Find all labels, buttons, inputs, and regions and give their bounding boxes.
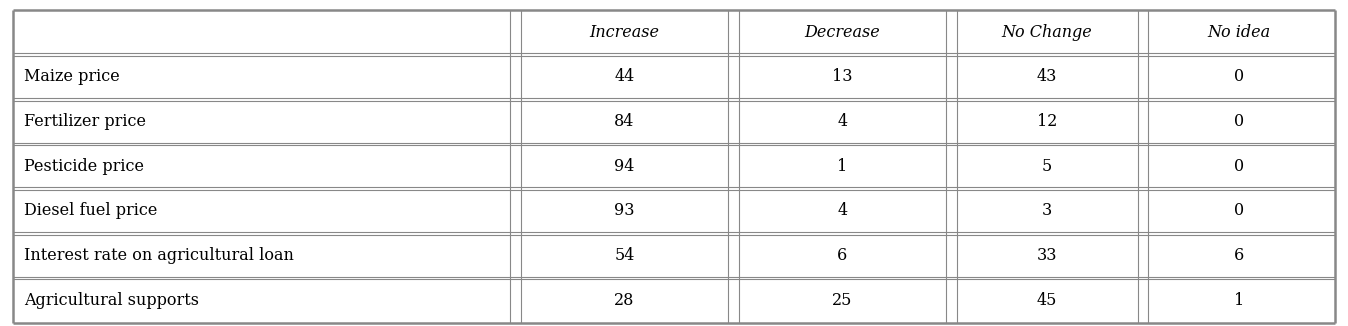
Text: 84: 84 <box>615 113 635 130</box>
Text: No idea: No idea <box>1208 23 1270 41</box>
Text: No Change: No Change <box>1002 23 1093 41</box>
Text: 6: 6 <box>837 247 848 264</box>
Text: 1: 1 <box>1233 292 1244 309</box>
Text: 12: 12 <box>1037 113 1057 130</box>
Text: 33: 33 <box>1037 247 1057 264</box>
Text: 4: 4 <box>837 202 848 219</box>
Text: 43: 43 <box>1037 68 1057 85</box>
Text: 93: 93 <box>615 202 635 219</box>
Text: 25: 25 <box>832 292 853 309</box>
Text: 6: 6 <box>1233 247 1244 264</box>
Text: 44: 44 <box>615 68 635 85</box>
Text: 94: 94 <box>615 158 635 175</box>
Text: 54: 54 <box>615 247 635 264</box>
Text: 1: 1 <box>837 158 848 175</box>
Text: 0: 0 <box>1233 202 1244 219</box>
Text: Pesticide price: Pesticide price <box>24 158 144 175</box>
Text: Increase: Increase <box>589 23 659 41</box>
Text: 0: 0 <box>1233 113 1244 130</box>
Text: Decrease: Decrease <box>805 23 880 41</box>
Text: Maize price: Maize price <box>24 68 120 85</box>
Text: 4: 4 <box>837 113 848 130</box>
Text: 0: 0 <box>1233 158 1244 175</box>
Text: 3: 3 <box>1042 202 1053 219</box>
Text: 28: 28 <box>615 292 635 309</box>
Text: Fertilizer price: Fertilizer price <box>24 113 147 130</box>
Text: Diesel fuel price: Diesel fuel price <box>24 202 158 219</box>
Text: Agricultural supports: Agricultural supports <box>24 292 200 309</box>
Text: 45: 45 <box>1037 292 1057 309</box>
Text: 0: 0 <box>1233 68 1244 85</box>
Text: Interest rate on agricultural loan: Interest rate on agricultural loan <box>24 247 294 264</box>
Text: 5: 5 <box>1042 158 1053 175</box>
Text: 13: 13 <box>832 68 853 85</box>
